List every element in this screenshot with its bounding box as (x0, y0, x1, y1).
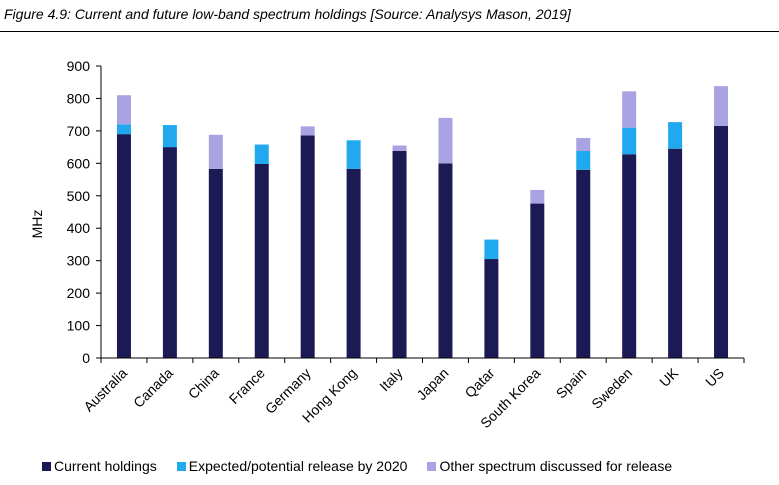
bar-segment (208, 168, 223, 358)
legend-label: Other spectrum discussed for release (439, 458, 673, 474)
legend-item: Other spectrum discussed for release (427, 458, 672, 474)
bar-segment (116, 124, 131, 135)
x-category-label: China (185, 365, 222, 402)
bar-segment (668, 122, 683, 149)
legend-label: Expected/potential release by 2020 (188, 458, 408, 474)
bar-segment (714, 86, 729, 127)
bar-segment (392, 151, 407, 358)
y-tick-label: 0 (82, 350, 90, 366)
x-category-label: Japan (413, 365, 451, 403)
bar-segment (346, 140, 361, 169)
legend-label: Current holdings (54, 458, 157, 474)
x-category-label: Canada (130, 365, 176, 411)
bar-segment (116, 95, 131, 125)
caption-divider (0, 31, 779, 32)
bar-segment (116, 134, 131, 358)
legend-swatch (42, 461, 51, 471)
y-tick-label: 300 (67, 253, 91, 269)
bar-segment (300, 126, 315, 136)
y-tick-label: 800 (67, 90, 91, 106)
bar-segment (530, 203, 545, 358)
bar-segment (300, 135, 315, 358)
bar-segment (162, 125, 177, 148)
y-tick-label: 900 (67, 58, 91, 74)
bar-segment (208, 134, 223, 169)
bar-segment (484, 259, 499, 358)
legend: Current holdings Expected/potential relea… (42, 456, 672, 476)
bars (116, 86, 729, 359)
y-tick-label: 200 (67, 285, 91, 301)
bar-segment (254, 163, 269, 358)
bar-segment (438, 117, 453, 164)
legend-item: Current holdings (42, 458, 157, 474)
bar-segment (346, 168, 361, 358)
y-tick-label: 500 (67, 188, 91, 204)
stacked-bar-chart: 0 100 200 300 400 500 600 700 800 900 Australia Ca… (29, 58, 745, 431)
bar-segment (576, 169, 591, 358)
x-category-label: Spain (553, 365, 590, 402)
legend-item: Expected/potential release by 2020 (176, 458, 408, 474)
y-tick-label: 100 (67, 318, 91, 334)
x-category-label: Italy (376, 365, 405, 394)
y-axis-title: MHz (29, 210, 45, 239)
bar-segment (576, 138, 591, 152)
y-tick-label: 400 (67, 220, 91, 236)
legend-swatch (176, 461, 186, 471)
x-category-label: France (226, 365, 268, 407)
bar-segment (622, 127, 637, 155)
x-category-label: Australia (80, 365, 130, 415)
x-category-label: US (702, 365, 727, 390)
bar-segment (484, 239, 499, 260)
x-category-label: UK (656, 364, 682, 390)
x-category-label: Qatar (461, 365, 497, 401)
bar-segment (254, 144, 269, 164)
figure-caption: Figure 4.9: Current and future low-band … (4, 6, 571, 22)
bar-segment (668, 148, 683, 358)
bar-segment (438, 163, 453, 358)
x-category-label: Sweden (588, 365, 635, 412)
legend-swatch (427, 461, 437, 471)
bar-segment (714, 126, 729, 359)
bar-segment (530, 189, 545, 204)
bar-segment (576, 151, 591, 170)
y-tick-label: 700 (67, 123, 91, 139)
y-tick-label: 600 (67, 155, 91, 171)
bar-segment (622, 91, 637, 128)
bar-segment (162, 147, 177, 358)
bar-segment (392, 145, 407, 152)
bar-segment (622, 154, 637, 358)
y-axis: 0 100 200 300 400 500 600 700 800 900 (67, 58, 102, 366)
